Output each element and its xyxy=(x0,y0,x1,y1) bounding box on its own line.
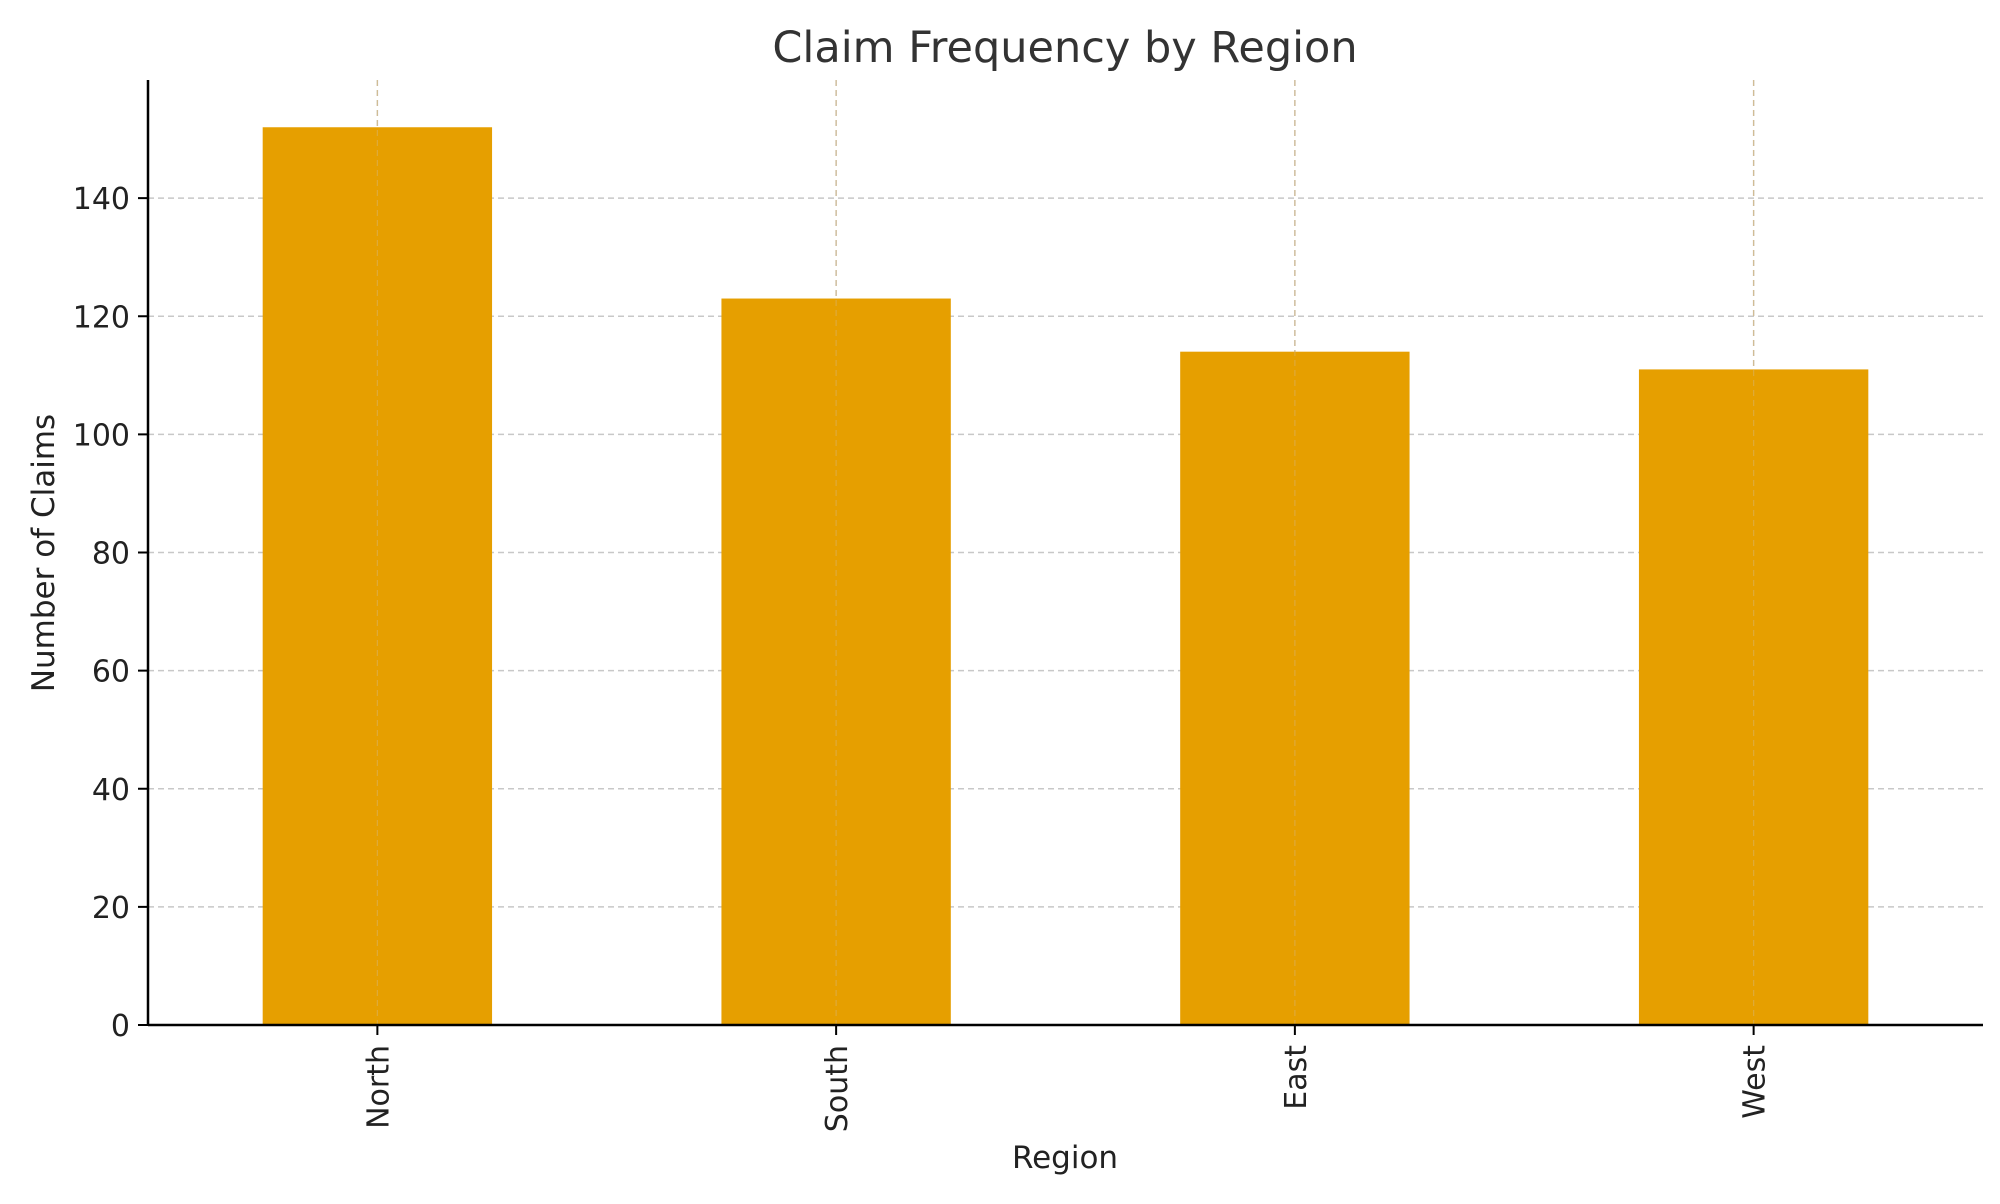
y-tick-label: 0 xyxy=(111,1009,130,1044)
x-tick-label: South xyxy=(820,1045,855,1132)
bar-west xyxy=(1638,369,1869,1025)
y-axis-label: Number of Claims xyxy=(26,414,62,692)
bars xyxy=(262,80,1869,1025)
x-ticks: North South East West xyxy=(361,1025,1773,1132)
y-tick-label: 60 xyxy=(92,655,130,690)
y-tick-label: 20 xyxy=(92,891,130,926)
y-tick-label: 80 xyxy=(92,537,130,572)
x-tick-label: East xyxy=(1279,1045,1314,1110)
x-axis-label: Region xyxy=(1012,1140,1118,1176)
y-tick-label: 120 xyxy=(73,300,130,335)
y-ticks: 0 20 40 60 80 100 120 140 xyxy=(73,182,148,1044)
chart-title: Claim Frequency by Region xyxy=(772,23,1357,73)
y-tick-label: 140 xyxy=(73,182,130,217)
x-tick-label: North xyxy=(361,1045,396,1129)
x-tick-label: West xyxy=(1738,1045,1773,1119)
y-tick-label: 40 xyxy=(92,773,130,808)
y-tick-label: 100 xyxy=(73,418,130,453)
